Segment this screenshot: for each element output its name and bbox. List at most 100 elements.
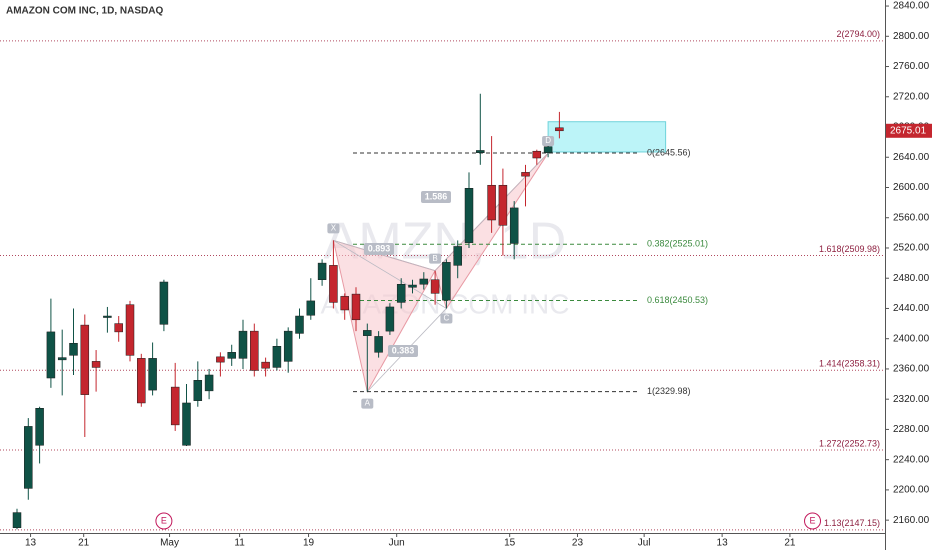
earnings-label: E	[810, 515, 816, 525]
x-tick-label: 23	[572, 538, 584, 549]
extension-label: 1.272(2252.73)	[819, 438, 880, 448]
y-tick-label: 2520.00	[893, 243, 930, 254]
candle-body	[532, 150, 542, 159]
candle-body	[453, 246, 462, 266]
y-tick-label: 2440.00	[893, 303, 930, 314]
candle-body	[159, 281, 169, 325]
pattern-line	[333, 240, 436, 272]
retracement-label: 0.618(2450.53)	[647, 295, 708, 305]
earnings-label: E	[161, 515, 167, 525]
y-tick-label: 2160.00	[893, 515, 930, 526]
ratio-label: 1.586	[425, 191, 448, 201]
candle-body	[408, 284, 417, 288]
candle-body	[125, 304, 135, 356]
candle-body	[521, 172, 530, 177]
candle-body	[329, 265, 338, 303]
y-tick-label: 2200.00	[893, 485, 930, 496]
candle-body	[35, 408, 44, 446]
candle-body	[204, 374, 214, 392]
target-zone	[547, 121, 667, 153]
y-tick-label: 2800.00	[893, 31, 930, 42]
candle-body	[283, 330, 293, 362]
ratio-box	[364, 243, 394, 255]
candle-body	[317, 262, 327, 280]
chart-title: AMAZON COM INC, 1D, NASDAQ	[6, 6, 163, 17]
pattern-point-box	[440, 313, 453, 324]
candle-body	[351, 293, 361, 321]
candle-body	[69, 342, 78, 356]
candle-body	[261, 361, 270, 369]
y-tick-label: 2320.00	[893, 394, 930, 405]
extension-label: 2(2794.00)	[836, 29, 880, 39]
x-tick-label: 13	[717, 538, 729, 549]
candle-body	[442, 262, 451, 301]
candle-body	[363, 330, 372, 336]
candle-body	[555, 127, 564, 132]
candle-body	[216, 356, 225, 363]
candle-body	[374, 336, 383, 353]
retracement-label: 1(2329.98)	[647, 386, 691, 396]
candle-body	[295, 315, 304, 334]
candle-body	[137, 358, 146, 404]
candle-body	[114, 323, 123, 333]
candle-body	[238, 330, 248, 359]
candle-body	[509, 207, 519, 244]
candle-body	[170, 386, 180, 426]
y-tick-label: 2600.00	[893, 182, 930, 193]
ratio-box	[421, 191, 451, 203]
y-tick-label: 2760.00	[893, 61, 930, 72]
pattern-point-box	[542, 136, 555, 147]
candle-body	[12, 512, 22, 528]
x-tick-label: 13	[25, 538, 37, 549]
candle-body	[396, 284, 406, 303]
candle-body	[250, 330, 259, 371]
candle-body	[193, 380, 203, 401]
candle-body	[340, 296, 349, 311]
candle-body	[419, 278, 429, 285]
candle-body	[91, 361, 101, 368]
candle-body	[306, 300, 316, 316]
pattern-point-label: D	[545, 136, 551, 145]
y-tick-label: 2400.00	[893, 333, 930, 344]
retracement-label: 0(2645.56)	[647, 147, 691, 157]
x-tick-label: Jul	[638, 538, 651, 549]
candle-body	[464, 188, 474, 243]
y-tick-label: 2480.00	[893, 273, 930, 284]
candle-body	[476, 150, 485, 153]
x-tick-label: May	[160, 538, 179, 549]
extension-label: 1.13(2147.15)	[824, 518, 880, 528]
pattern-point-label: A	[365, 399, 371, 408]
pattern-point-box	[429, 253, 442, 264]
pattern-point-label: C	[444, 314, 450, 323]
earnings-marker	[804, 512, 822, 530]
candle-body	[148, 358, 157, 391]
candle-body	[487, 184, 496, 221]
candle-body	[430, 279, 440, 294]
pattern-point-label: B	[432, 254, 437, 263]
ratio-label: 0.893	[368, 243, 391, 253]
candle-body	[498, 184, 508, 226]
y-tick-label: 2280.00	[893, 424, 930, 435]
last-price-box	[886, 123, 932, 138]
candle-body	[24, 426, 33, 489]
earnings-marker	[155, 512, 173, 530]
x-tick-label: 11	[234, 538, 245, 549]
retracement-label: 0.382(2525.01)	[647, 239, 708, 249]
x-tick-label: 19	[303, 538, 315, 549]
y-tick-label: 2840.00	[893, 1, 930, 12]
y-tick-label: 2640.00	[893, 152, 930, 163]
pattern-point-label: X	[331, 224, 337, 233]
y-tick-label: 2360.00	[893, 364, 930, 375]
candle-body	[57, 357, 67, 361]
pattern-point-box	[361, 398, 374, 409]
x-tick-label: Jun	[389, 538, 405, 549]
y-tick-label: 2240.00	[893, 454, 930, 465]
candle-body	[182, 402, 191, 446]
candle-body	[103, 315, 112, 318]
candle-body	[46, 331, 56, 379]
pattern-point-box	[327, 223, 340, 234]
ratio-label: 0.383	[392, 345, 415, 355]
extension-label: 1.618(2509.98)	[819, 244, 880, 254]
y-tick-label: 2720.00	[893, 91, 930, 102]
